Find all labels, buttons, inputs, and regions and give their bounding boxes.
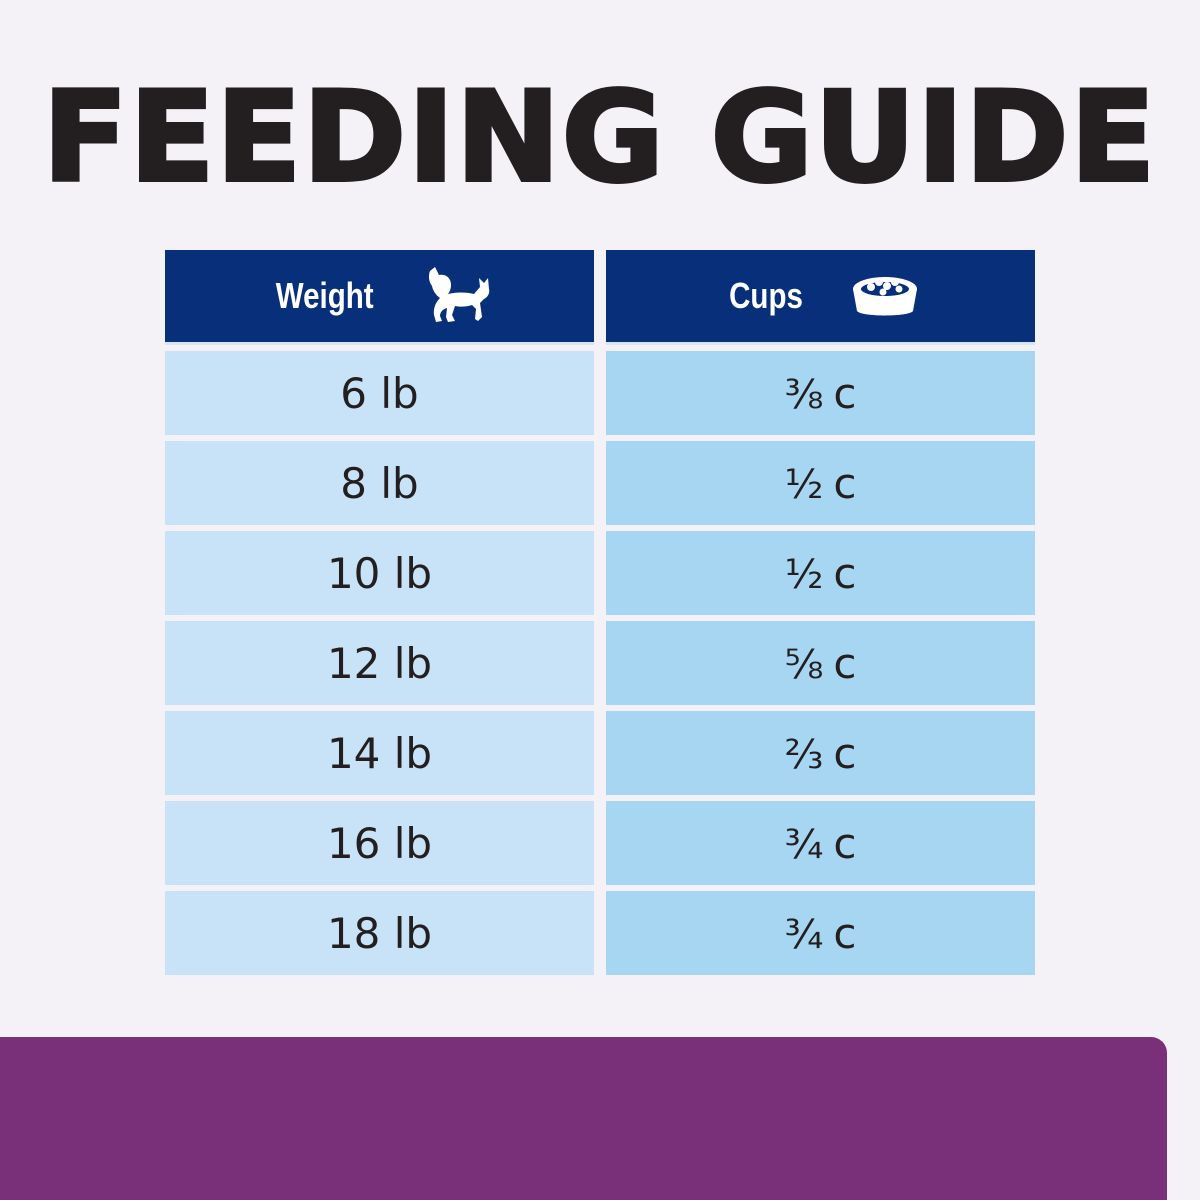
cups-amount: ¾ [784,911,824,958]
cups-amount: ½ [784,551,824,598]
cups-amount: ¾ [784,821,824,868]
cups-unit: c [833,548,857,598]
food-bowl-icon [849,271,921,321]
cups-unit: c [833,728,857,778]
weight-column-header: Weight [165,250,594,345]
cups-unit: c [833,818,857,868]
page-title: FEEDING GUIDE [41,66,1158,210]
table-header-row: Weight Cups [165,250,1035,345]
cups-unit: c [833,638,857,688]
weight-cell: 8 lb [165,441,594,525]
weight-cell: 6 lb [165,351,594,435]
cups-amount: ⅔ [784,731,824,778]
cups-unit: c [833,458,857,508]
cups-unit: c [833,908,857,958]
footer-band [0,1037,1167,1200]
cups-column-header: Cups [606,250,1035,345]
cups-amount: ⅜ [784,371,824,418]
cups-header-label: Cups [728,275,803,316]
cups-amount: ⅝ [784,641,824,688]
weight-cell: 10 lb [165,531,594,615]
weight-cell: 18 lb [165,891,594,975]
cups-amount: ½ [784,461,824,508]
weight-cell: 12 lb [165,621,594,705]
feeding-table: Weight Cups [165,250,1035,981]
cat-icon [422,265,494,327]
weight-cell: 14 lb [165,711,594,795]
weight-cell: 16 lb [165,801,594,885]
cups-unit: c [833,368,857,418]
weight-header-label: Weight [275,275,374,316]
